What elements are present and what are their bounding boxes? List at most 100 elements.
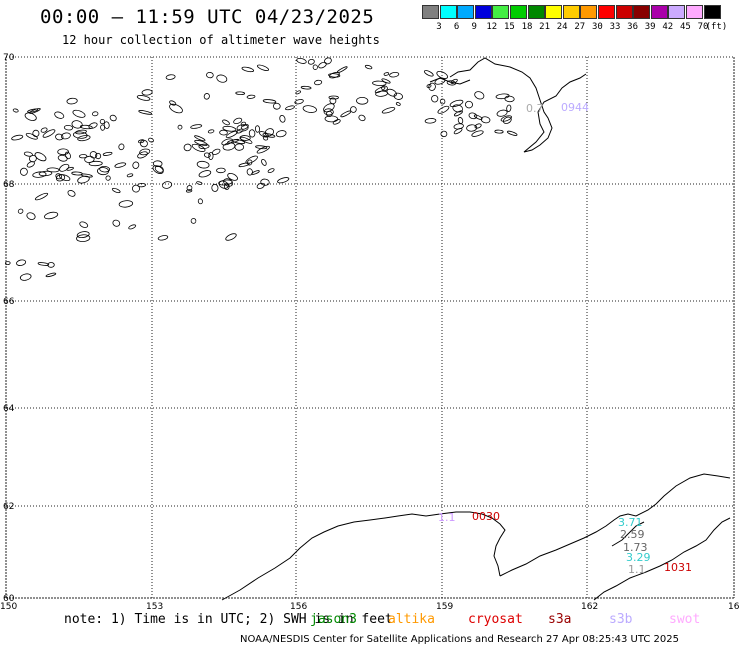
scale-label: 30 xyxy=(591,22,603,32)
scale-swatch xyxy=(457,5,475,19)
ice-floe xyxy=(185,189,193,193)
ice-floe xyxy=(111,187,121,194)
ice-floe xyxy=(326,110,333,117)
ice-floe xyxy=(23,151,33,157)
ice-floe xyxy=(78,154,88,159)
ice-floe xyxy=(431,95,439,103)
scale-swatch xyxy=(492,5,510,19)
ice-floe xyxy=(372,80,387,86)
ice-floe xyxy=(59,174,71,182)
lon-label: 159 xyxy=(436,602,453,612)
ice-floe xyxy=(219,129,228,136)
ice-floe xyxy=(264,128,275,137)
footer-note: note: 1) Time is in UTC; 2) SWH is in fe… xyxy=(64,612,393,627)
scale-swatch xyxy=(580,5,598,19)
ice-floe xyxy=(26,212,36,220)
ice-floe xyxy=(29,108,41,114)
ice-floe xyxy=(206,71,214,79)
ice-floe xyxy=(506,130,518,136)
ice-floe xyxy=(248,129,256,138)
scale-label: 27 xyxy=(574,22,586,32)
ice-floe xyxy=(332,119,341,125)
satellite-legend-item: jason3 xyxy=(310,612,357,627)
lon-label: 150 xyxy=(0,602,17,612)
ice-floe xyxy=(285,105,295,111)
ice-floe xyxy=(67,190,76,197)
ice-floe xyxy=(428,82,436,91)
scale-label: 12 xyxy=(486,22,498,32)
ice-floe xyxy=(169,103,183,114)
scale-label: 15 xyxy=(503,22,515,32)
ice-floe xyxy=(118,143,125,151)
ice-floe xyxy=(381,107,396,114)
ice-floe xyxy=(208,152,214,160)
observation-label: 1.73 xyxy=(623,541,648,554)
ice-floe xyxy=(254,125,261,133)
ice-floe xyxy=(197,198,203,205)
ice-floe xyxy=(60,132,71,140)
scale-label: 39 xyxy=(644,22,656,32)
ice-floe xyxy=(207,129,215,134)
lon-label: 156 xyxy=(290,602,307,612)
ice-floe xyxy=(203,152,211,158)
scale-label: 24 xyxy=(556,22,568,32)
scale-swatch xyxy=(510,5,527,19)
ice-floe xyxy=(11,134,24,141)
scale-label: 45 xyxy=(679,22,691,32)
ice-floe xyxy=(267,168,275,174)
ice-floe xyxy=(279,114,286,123)
observation-label: 2.59 xyxy=(620,528,645,541)
scale-swatch xyxy=(527,5,545,19)
ice-floe xyxy=(139,148,151,156)
ice-floe xyxy=(251,170,260,175)
ice-floe xyxy=(246,94,256,99)
ice-floe xyxy=(364,64,373,70)
scale-swatch xyxy=(615,5,633,19)
ice-floe xyxy=(471,130,484,137)
ice-floe xyxy=(449,99,464,108)
ice-floe xyxy=(307,58,315,65)
coastline xyxy=(221,57,731,601)
ice-floe xyxy=(358,114,366,122)
ice-floe xyxy=(79,221,89,228)
scale-swatch xyxy=(686,5,703,19)
scale-swatch xyxy=(562,5,580,19)
page-subtitle: 12 hour collection of altimeter wave hei… xyxy=(62,33,380,47)
satellite-legend-item: s3b xyxy=(609,612,633,627)
scale-label: 33 xyxy=(609,22,621,32)
ice-floe xyxy=(277,177,290,184)
ice-floe xyxy=(453,110,463,117)
ice-floe xyxy=(468,112,478,120)
ice-floe xyxy=(424,118,437,124)
ice-floe xyxy=(383,72,390,76)
ice-floe xyxy=(137,151,148,159)
ice-floe xyxy=(221,138,234,146)
ice-floe xyxy=(76,234,91,243)
scale-swatch xyxy=(474,5,492,19)
ice-floe xyxy=(26,161,35,168)
satellite-legend-item: swot xyxy=(669,612,701,627)
ice-floe xyxy=(294,99,304,105)
scale-label: 9 xyxy=(471,22,477,32)
observation-label: 1031 xyxy=(664,561,692,574)
ice-floe xyxy=(103,121,110,129)
ice-floe xyxy=(218,180,229,189)
ice-floe xyxy=(190,218,197,224)
ice-floe xyxy=(165,74,176,80)
scale-swatch xyxy=(439,5,457,19)
ice-floe xyxy=(324,57,332,65)
ice-floe xyxy=(95,152,102,160)
ice-floe xyxy=(234,143,245,151)
scale-label: 36 xyxy=(627,22,639,32)
ice-floe xyxy=(450,78,458,84)
satellite-legend-item: cryosat xyxy=(468,612,523,627)
ice-floe xyxy=(132,161,140,169)
ice-floe xyxy=(256,145,270,154)
ice-floe xyxy=(240,121,247,127)
ice-floe xyxy=(504,95,515,103)
ice-floe xyxy=(262,133,276,138)
ice-floe xyxy=(261,158,267,166)
ice-floe xyxy=(105,175,111,181)
longitude-labels: 150 153 156 159 162 165 xyxy=(0,602,740,612)
ice-floe xyxy=(222,119,230,126)
